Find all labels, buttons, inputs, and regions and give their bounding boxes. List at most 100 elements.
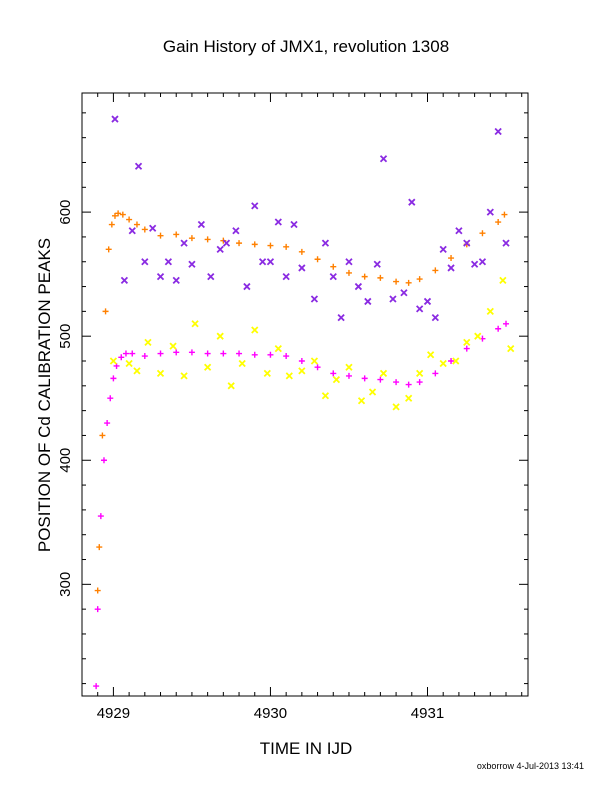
data-point [479, 230, 486, 237]
data-point [314, 364, 321, 371]
data-point [416, 305, 424, 313]
data-point [455, 227, 463, 235]
data-point [134, 162, 143, 170]
data-point [188, 235, 195, 242]
data-point [173, 231, 180, 238]
data-point [298, 264, 306, 272]
data-point [144, 338, 152, 347]
data-point [478, 258, 487, 266]
data-point [156, 369, 165, 378]
series-3 [109, 276, 515, 411]
x-axis-label: TIME IN IJD [260, 739, 353, 758]
data-point [172, 276, 180, 284]
series-2 [111, 115, 510, 322]
data-point [133, 221, 140, 228]
data-point [133, 367, 141, 375]
data-point [501, 211, 508, 218]
data-point [379, 155, 388, 163]
data-point [377, 274, 384, 281]
y-tick-label: 600 [57, 200, 74, 225]
data-point [439, 359, 447, 368]
y-tick-label: 400 [57, 448, 74, 473]
data-point [463, 239, 471, 247]
data-point [157, 350, 164, 357]
y-tick-label: 500 [57, 324, 74, 349]
data-point [119, 211, 126, 218]
data-point [474, 332, 482, 340]
data-point [416, 276, 423, 283]
data-point [203, 363, 212, 371]
data-point [432, 370, 439, 377]
data-point [126, 216, 133, 223]
data-point [128, 227, 136, 235]
data-point [188, 260, 196, 268]
data-point [310, 357, 319, 365]
data-point [285, 372, 293, 380]
data-point [463, 338, 471, 347]
data-point [243, 282, 251, 291]
data-point [373, 260, 381, 268]
data-point [448, 255, 455, 262]
data-point [499, 276, 507, 284]
data-point [173, 349, 180, 356]
data-point [298, 358, 305, 364]
data-point [345, 372, 352, 379]
footer-stamp: oxborrow 4-Jul-2013 13:41 [477, 761, 584, 771]
data-point [105, 246, 112, 253]
data-point [258, 258, 267, 266]
data-point [267, 351, 274, 358]
data-point [100, 457, 107, 464]
data-point [470, 260, 479, 268]
data-point [251, 241, 258, 248]
data-point [507, 344, 515, 353]
data-point [463, 345, 470, 352]
data-point [94, 587, 101, 594]
data-point [169, 342, 177, 350]
data-point [426, 351, 435, 359]
series-layer [93, 115, 515, 690]
data-point [368, 388, 377, 396]
data-point [357, 397, 366, 405]
data-point [321, 392, 330, 400]
data-point [96, 544, 103, 551]
data-point [120, 276, 129, 284]
data-point [389, 295, 397, 303]
data-point [408, 198, 416, 206]
data-point [298, 248, 305, 255]
y-axis-label: POSITION OF Cd CALIBRATION PEAKS [35, 238, 54, 552]
data-point [361, 273, 368, 280]
data-point [118, 354, 125, 361]
data-point [156, 272, 165, 281]
data-point [321, 239, 330, 247]
data-point [431, 313, 439, 322]
data-point [377, 376, 384, 383]
data-point [216, 332, 224, 340]
data-point [180, 239, 188, 247]
data-point [283, 353, 290, 360]
data-point [332, 375, 341, 384]
data-point [93, 683, 100, 690]
data-point [416, 369, 424, 378]
data-point [283, 243, 290, 250]
data-point [102, 308, 109, 315]
data-point [251, 326, 259, 334]
data-point [416, 379, 423, 386]
data-point [447, 264, 455, 272]
data-point [122, 350, 129, 357]
data-point [361, 375, 368, 382]
data-point [329, 272, 337, 281]
data-point [111, 115, 119, 123]
plot-frame [81, 92, 529, 697]
data-point [310, 295, 319, 303]
data-point [503, 320, 510, 327]
data-point [354, 282, 363, 291]
data-point [345, 363, 353, 371]
data-point [330, 370, 337, 377]
data-point [232, 227, 240, 235]
data-point [115, 210, 122, 217]
data-point [222, 239, 231, 247]
data-point [99, 432, 106, 439]
data-point [282, 272, 290, 281]
data-point [227, 382, 235, 390]
data-point [452, 357, 460, 365]
